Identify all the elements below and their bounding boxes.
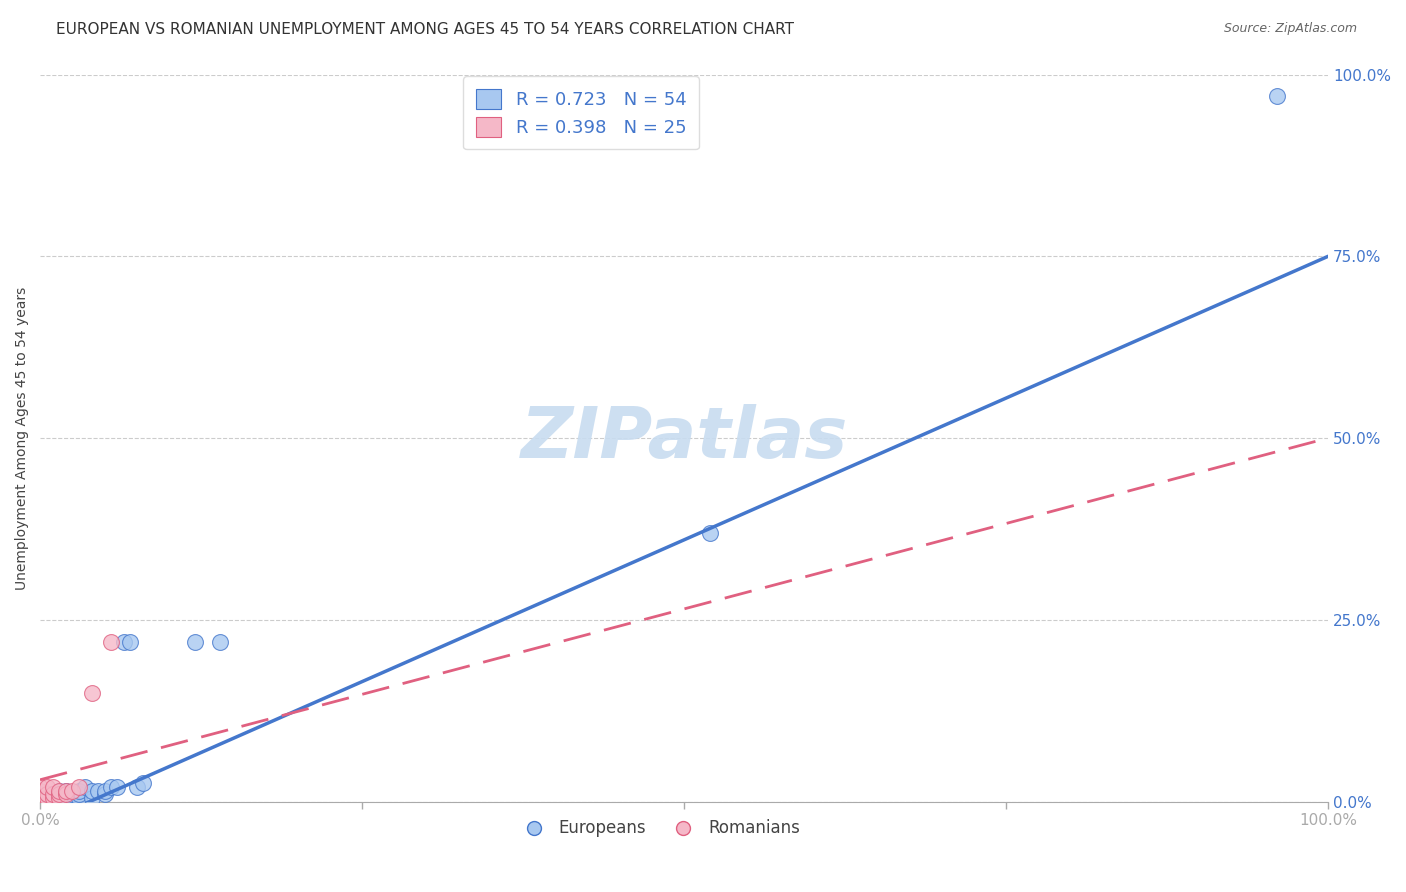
Point: [55, 787, 77, 801]
Point: [67, 791, 90, 805]
Point: [30, 795, 52, 809]
Point: [30, 787, 52, 801]
Point: [48, 787, 70, 801]
Point: [35, 787, 58, 801]
Y-axis label: Unemployment Among Ages 45 to 54 years: Unemployment Among Ages 45 to 54 years: [15, 286, 30, 590]
Point: [30, 791, 52, 805]
Point: [30, 780, 52, 794]
Point: [55, 787, 77, 801]
Point: [48, 783, 70, 797]
Point: [48, 791, 70, 805]
Point: [30, 795, 52, 809]
Point: [93, 783, 115, 797]
Text: EUROPEAN VS ROMANIAN UNEMPLOYMENT AMONG AGES 45 TO 54 YEARS CORRELATION CHART: EUROPEAN VS ROMANIAN UNEMPLOYMENT AMONG …: [56, 22, 794, 37]
Point: [105, 780, 128, 794]
Point: [48, 791, 70, 805]
Point: [112, 634, 135, 648]
Point: [60, 791, 83, 805]
Point: [67, 787, 90, 801]
Point: [35, 795, 58, 809]
Point: [55, 783, 77, 797]
Point: [67, 783, 90, 797]
Point: [1265, 89, 1288, 103]
Point: [125, 780, 148, 794]
Point: [30, 791, 52, 805]
Point: [75, 780, 97, 794]
Point: [80, 783, 103, 797]
Point: [30, 795, 52, 809]
Point: [48, 791, 70, 805]
Point: [87, 783, 110, 797]
Point: [42, 780, 65, 794]
Point: [30, 791, 52, 805]
Point: [35, 791, 58, 805]
Point: [42, 791, 65, 805]
Point: [35, 791, 58, 805]
Point: [48, 787, 70, 801]
Point: [35, 791, 58, 805]
Point: [35, 787, 58, 801]
Point: [55, 795, 77, 809]
Point: [30, 791, 52, 805]
Point: [183, 634, 205, 648]
Point: [42, 791, 65, 805]
Point: [35, 795, 58, 809]
Point: [30, 795, 52, 809]
Point: [67, 780, 90, 794]
Point: [55, 791, 77, 805]
Point: [48, 783, 70, 797]
Text: Source: ZipAtlas.com: Source: ZipAtlas.com: [1223, 22, 1357, 36]
Point: [42, 791, 65, 805]
Point: [35, 791, 58, 805]
Point: [35, 791, 58, 805]
Point: [100, 634, 122, 648]
Point: [42, 791, 65, 805]
Point: [80, 685, 103, 699]
Point: [42, 795, 65, 809]
Point: [30, 783, 52, 797]
Point: [30, 791, 52, 805]
Point: [48, 787, 70, 801]
Point: [30, 791, 52, 805]
Point: [699, 525, 721, 540]
Point: [120, 634, 142, 648]
Point: [42, 791, 65, 805]
Point: [209, 634, 232, 648]
Point: [60, 787, 83, 801]
Text: ZIPatlas: ZIPatlas: [520, 403, 848, 473]
Point: [42, 787, 65, 801]
Point: [42, 787, 65, 801]
Point: [30, 795, 52, 809]
Point: [60, 783, 83, 797]
Point: [100, 780, 122, 794]
Point: [35, 787, 58, 801]
Point: [42, 787, 65, 801]
Point: [35, 795, 58, 809]
Legend: Europeans, Romanians: Europeans, Romanians: [510, 813, 807, 844]
Point: [132, 776, 155, 790]
Point: [80, 791, 103, 805]
Point: [30, 791, 52, 805]
Point: [93, 787, 115, 801]
Point: [35, 795, 58, 809]
Point: [30, 795, 52, 809]
Point: [35, 791, 58, 805]
Point: [35, 780, 58, 794]
Point: [55, 783, 77, 797]
